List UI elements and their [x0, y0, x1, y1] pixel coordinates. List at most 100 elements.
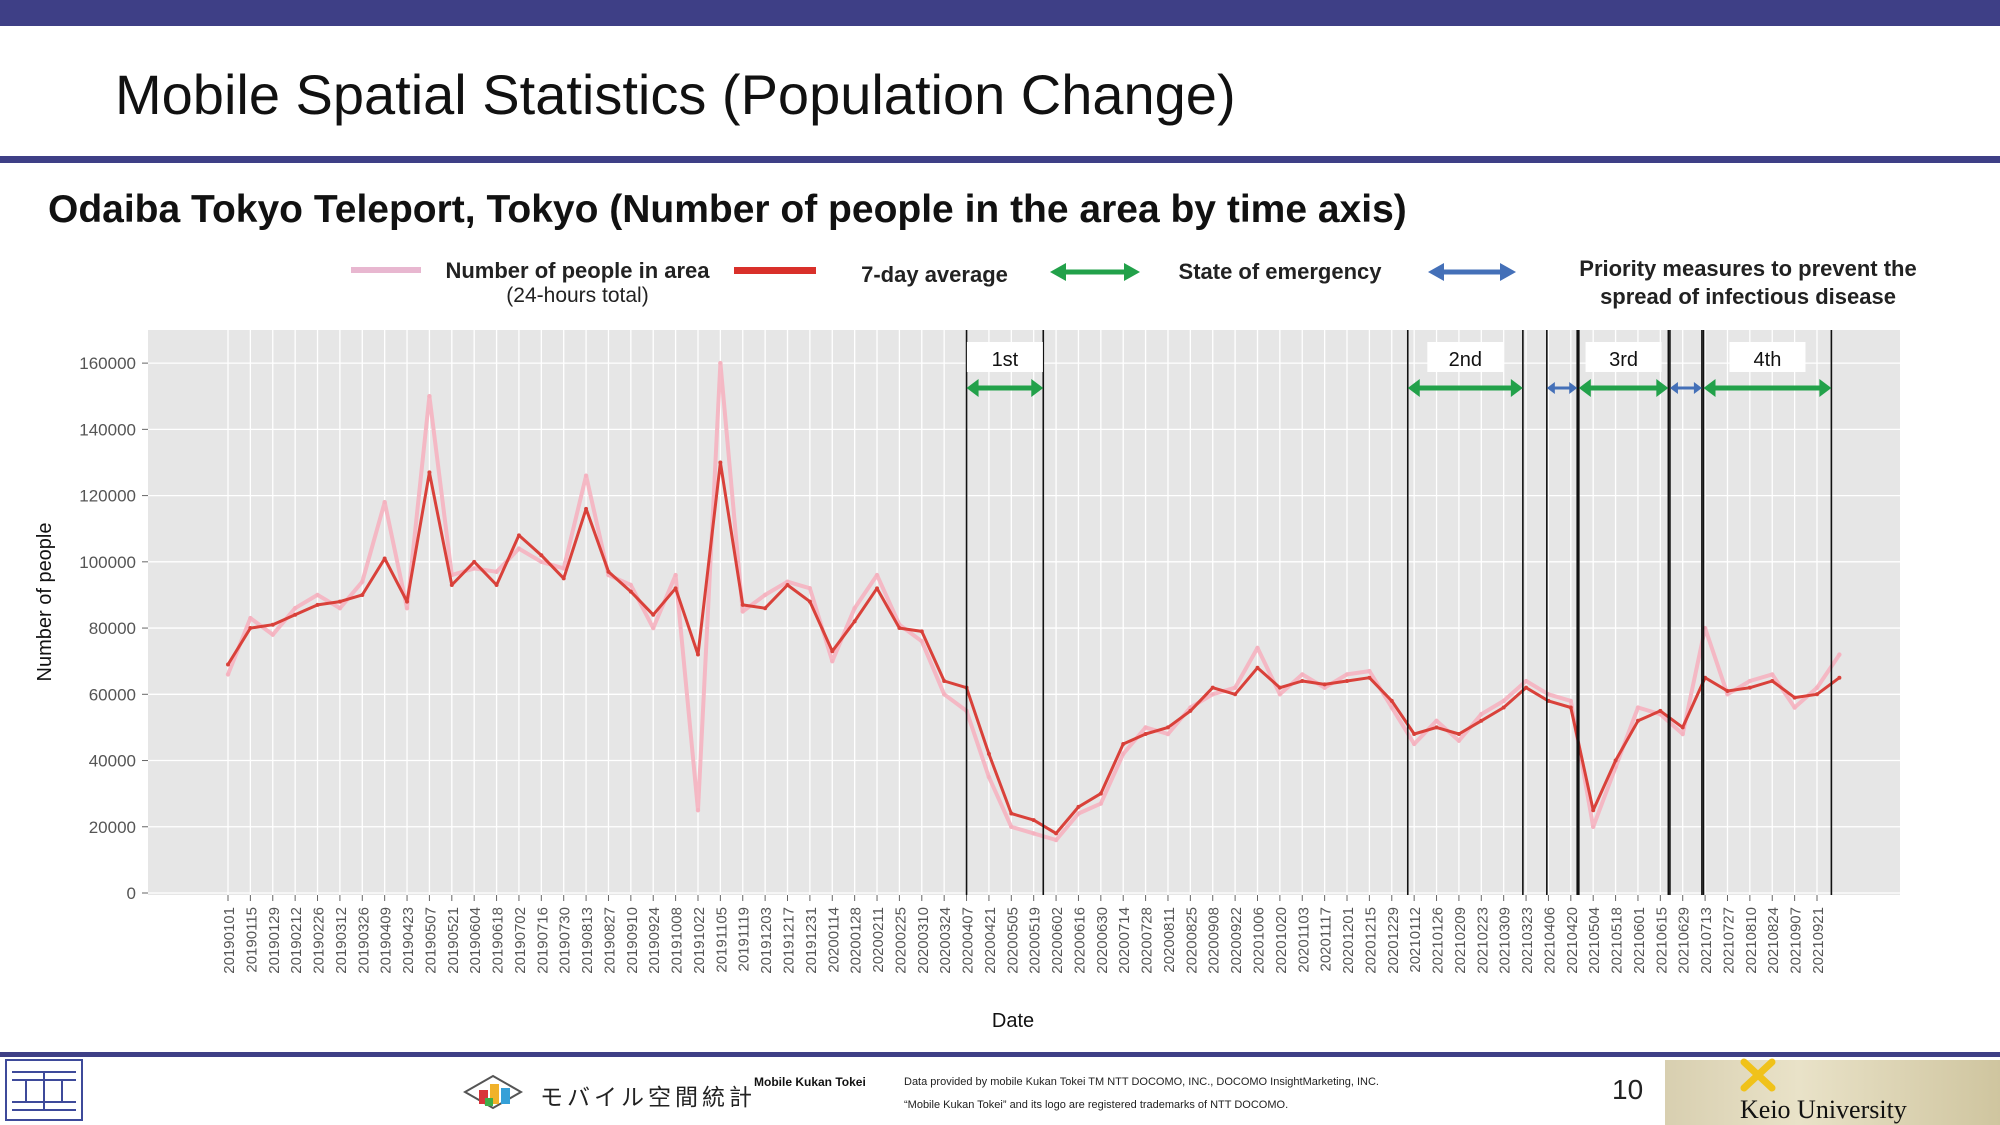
- data-point-daily: [807, 586, 813, 591]
- data-point-average: [1613, 758, 1618, 763]
- x-tick-label: 20210323: [1519, 907, 1536, 974]
- data-point-average: [1680, 725, 1685, 730]
- x-tick-label: 20191217: [781, 907, 798, 974]
- x-tick-label: 20201020: [1273, 907, 1290, 974]
- credit-line-1: Data provided by mobile Kukan Tokei TM N…: [904, 1076, 1379, 1088]
- legend-daily-sublabel: (24-hours total): [506, 284, 649, 307]
- data-point-daily: [337, 605, 343, 611]
- arrow-head-left: [966, 379, 979, 397]
- arrow-head-left: [1407, 379, 1420, 397]
- data-point-average: [1747, 685, 1752, 690]
- y-tick-label: 20000: [89, 818, 136, 837]
- data-point-daily: [1568, 698, 1574, 704]
- data-point-average: [1792, 695, 1797, 700]
- period-label-box: [966, 342, 1043, 372]
- data-point-average: [875, 586, 880, 591]
- data-point-average: [1389, 698, 1394, 703]
- data-point-average: [628, 589, 633, 594]
- y-tick-label: 60000: [89, 685, 136, 704]
- data-point-average: [1098, 791, 1103, 796]
- arrow-head-left: [1578, 379, 1591, 397]
- y-tick-label: 140000: [79, 420, 136, 439]
- top-brand-bar: [0, 0, 2000, 26]
- university-name: Keio University: [1740, 1095, 1907, 1124]
- mobile-kukan-tokei-logo-icon: [463, 1074, 523, 1110]
- arrow-head-right: [1693, 382, 1702, 394]
- x-tick-label: 20210420: [1564, 907, 1581, 974]
- data-point-average: [1076, 804, 1081, 809]
- data-point-average: [1412, 732, 1417, 737]
- data-point-daily: [539, 559, 544, 565]
- logo-text-jp: モバイル空間統計: [540, 1085, 756, 1111]
- arrow-head-right: [1510, 379, 1523, 397]
- slide-title: Mobile Spatial Statistics (Population Ch…: [115, 63, 1236, 126]
- data-point-average: [942, 679, 947, 684]
- x-tick-label: 20200616: [1071, 907, 1088, 974]
- data-point-average: [1009, 811, 1014, 816]
- data-point-daily: [695, 808, 701, 813]
- data-point-average: [606, 569, 611, 574]
- data-point-average: [1255, 665, 1260, 670]
- data-point-daily: [852, 605, 857, 611]
- data-point-daily: [1367, 668, 1372, 674]
- data-point-average: [919, 629, 924, 634]
- data-point-average: [807, 599, 812, 604]
- data-point-average: [695, 652, 700, 657]
- x-axis-label: Date: [992, 1010, 1034, 1032]
- data-point-daily: [382, 500, 387, 505]
- data-point-average: [718, 460, 723, 465]
- x-tick-label: 20200908: [1206, 907, 1223, 974]
- legend-avg-label: 7-day average: [861, 262, 1008, 287]
- data-point-average: [1591, 808, 1596, 813]
- data-point-average: [1300, 679, 1305, 684]
- data-point-average: [472, 559, 477, 564]
- data-point-daily: [1277, 692, 1283, 697]
- data-point-average: [1456, 732, 1461, 737]
- logo-text-en: Mobile Kukan Tokei: [754, 1075, 866, 1089]
- x-tick-label: 20190326: [355, 907, 372, 974]
- x-tick-label: 20190827: [601, 907, 618, 974]
- arrow-head-left: [1669, 382, 1678, 394]
- data-point-average: [1121, 741, 1126, 746]
- data-point-daily: [1456, 738, 1462, 743]
- data-point-average: [1479, 718, 1484, 723]
- x-tick-label: 20210126: [1430, 907, 1447, 974]
- legend-priority-line1: Priority measures to prevent the: [1579, 256, 1917, 281]
- y-tick-label: 80000: [89, 619, 136, 638]
- data-point-daily: [1121, 751, 1126, 757]
- x-tick-label: 20190226: [311, 907, 328, 974]
- x-tick-label: 20190813: [579, 907, 596, 974]
- data-point-daily: [360, 579, 365, 584]
- arrow-head-right: [1656, 379, 1669, 397]
- x-tick-label: 20190924: [646, 907, 663, 974]
- data-point-average: [449, 583, 454, 588]
- x-tick-label: 20190423: [400, 907, 417, 974]
- data-point-average: [785, 583, 790, 588]
- data-point-daily: [225, 672, 231, 677]
- x-tick-label: 20190730: [557, 907, 574, 974]
- data-point-average: [405, 599, 410, 604]
- data-point-daily: [1300, 672, 1305, 677]
- x-tick-label: 20200324: [937, 907, 954, 974]
- x-tick-label: 20191022: [691, 907, 708, 974]
- data-point-daily: [583, 473, 589, 478]
- x-tick-label: 20201215: [1362, 907, 1379, 974]
- population-line-chart: 0 20000 40000 60000 80000 100000 120000 140000 1…: [34, 330, 1900, 1032]
- data-point-daily: [941, 692, 947, 697]
- data-point-daily: [315, 592, 320, 598]
- data-point-daily: [1680, 731, 1685, 737]
- data-point-average: [337, 599, 342, 604]
- x-tick-label: 20191008: [669, 907, 686, 974]
- data-point-daily: [986, 774, 992, 780]
- x-tick-label: 20200630: [1094, 907, 1111, 974]
- x-tick-label: 20200211: [870, 907, 887, 973]
- data-point-daily: [1053, 837, 1059, 843]
- x-tick-label: 20201006: [1250, 907, 1267, 974]
- legend-avg-swatch: [734, 267, 816, 274]
- data-point-daily: [874, 572, 880, 578]
- x-tick-label: 20190101: [221, 907, 238, 974]
- data-point-average: [1725, 688, 1730, 693]
- x-tick-label: 20190521: [445, 907, 462, 974]
- x-tick-label: 20201229: [1385, 907, 1402, 974]
- data-point-average: [584, 506, 589, 511]
